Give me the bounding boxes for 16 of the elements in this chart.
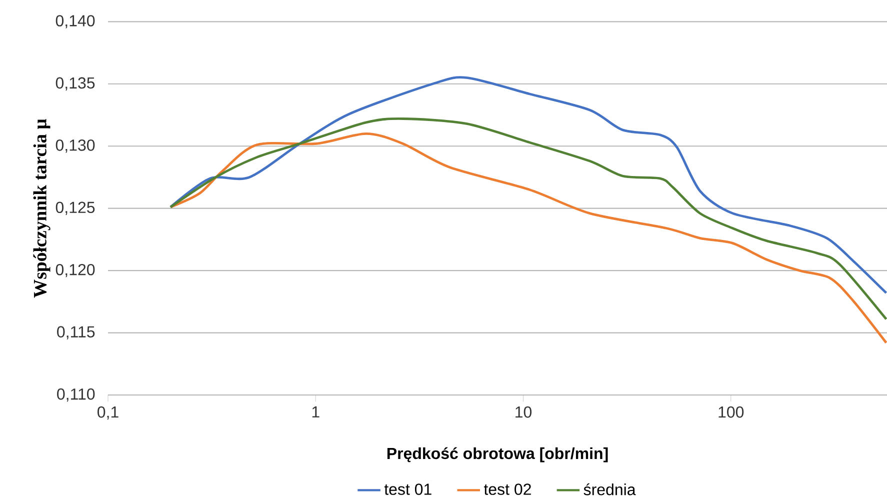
- y-tick-label: 0,120: [56, 264, 95, 278]
- legend-label: test 02: [484, 484, 531, 495]
- x-tick-label: 10: [516, 406, 532, 418]
- x-tick-label: 1: [312, 406, 320, 418]
- y-tick-label: 0,115: [57, 326, 95, 340]
- x-tick-label: 100: [718, 406, 744, 418]
- y-tick-label: 0,125: [56, 202, 95, 215]
- x-axis-title: Prędkość obrotowa [obr/min]: [387, 447, 608, 462]
- y-axis-title: Współczynnik tarcia μ: [33, 118, 50, 298]
- legend-label: test 01: [384, 484, 432, 495]
- y-tick-label: 0,135: [56, 77, 95, 91]
- y-tick-label: 0,110: [57, 388, 95, 402]
- x-tick-label: 0,1: [98, 406, 118, 420]
- y-tick-label: 0,140: [56, 15, 95, 28]
- y-tick-label: 0,130: [56, 140, 95, 153]
- legend-label: średnia: [584, 483, 636, 496]
